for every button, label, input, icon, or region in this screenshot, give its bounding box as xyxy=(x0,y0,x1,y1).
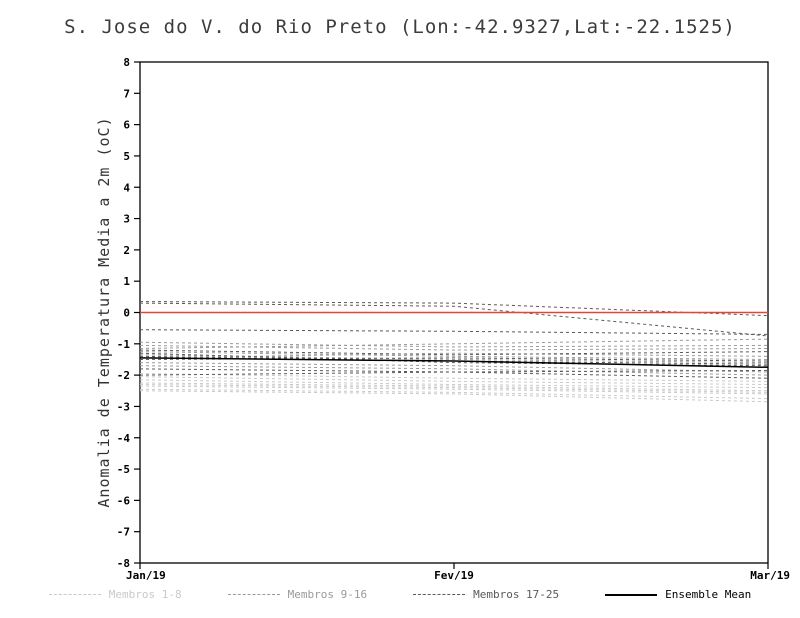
legend-label: Membros 17-25 xyxy=(473,588,560,601)
svg-text:-8: -8 xyxy=(117,557,130,570)
legend-item-4: Ensemble Mean xyxy=(605,588,751,601)
svg-text:-7: -7 xyxy=(117,526,130,539)
legend-item-1: Membros 1-8 xyxy=(48,588,182,601)
svg-text:Jan/19: Jan/19 xyxy=(126,569,166,582)
legend-line-sample xyxy=(227,594,280,595)
svg-text:5: 5 xyxy=(123,150,130,163)
legend-item-3: Membros 17-25 xyxy=(413,588,559,601)
svg-text:-4: -4 xyxy=(117,432,131,445)
svg-text:1: 1 xyxy=(123,275,130,288)
legend-line-sample xyxy=(605,593,658,596)
svg-text:-2: -2 xyxy=(117,369,130,382)
svg-text:Mar/19: Mar/19 xyxy=(750,569,790,582)
svg-text:4: 4 xyxy=(123,181,130,194)
svg-text:0: 0 xyxy=(123,307,130,320)
legend-line-sample xyxy=(48,594,101,595)
legend-label: Membros 9-16 xyxy=(287,588,368,601)
svg-text:2: 2 xyxy=(123,244,130,257)
legend-label: Ensemble Mean xyxy=(665,588,752,601)
legend: Membros 1-8 Membros 9-16 Membros 17-25 Ense… xyxy=(0,588,800,601)
svg-text:-3: -3 xyxy=(117,400,130,413)
svg-text:-6: -6 xyxy=(117,494,131,507)
legend-label: Membros 1-8 xyxy=(108,588,182,601)
svg-text:-5: -5 xyxy=(117,463,130,476)
chart-title: S. Jose do V. do Rio Preto (Lon:-42.9327… xyxy=(64,16,736,38)
svg-text:3: 3 xyxy=(123,213,130,226)
legend-item-2: Membros 9-16 xyxy=(227,588,368,601)
svg-text:7: 7 xyxy=(123,87,130,100)
svg-text:6: 6 xyxy=(123,119,130,132)
svg-text:Fev/19: Fev/19 xyxy=(434,569,474,582)
legend-line-sample xyxy=(413,594,466,595)
svg-text:-1: -1 xyxy=(117,338,131,351)
svg-text:8: 8 xyxy=(123,56,130,69)
